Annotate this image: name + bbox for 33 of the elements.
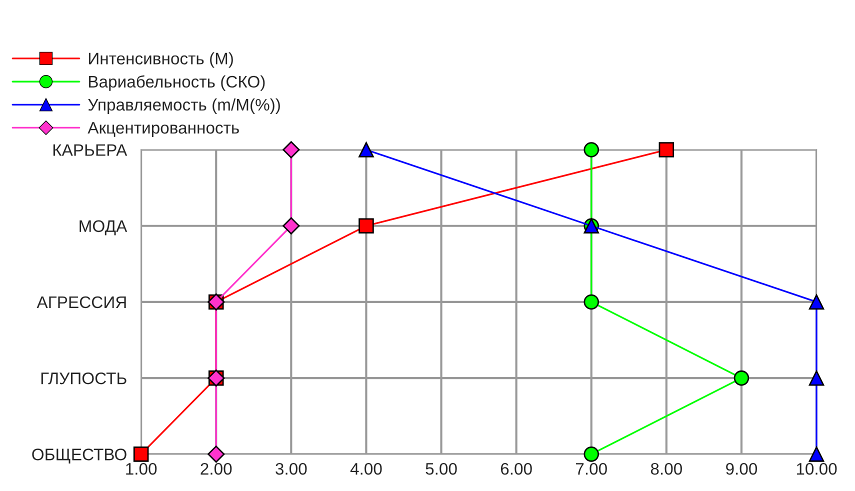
x-tick-label: 6.00 xyxy=(500,462,532,475)
x-tick-label: 7.00 xyxy=(576,462,607,475)
x-tick-label: 5.00 xyxy=(426,462,457,475)
point xyxy=(584,294,600,310)
y-tick-label: ГЛУПОСТЬ xyxy=(41,372,126,384)
point xyxy=(358,142,374,158)
point xyxy=(208,446,225,463)
y-tick-label: АГРЕССИЯ xyxy=(36,296,126,308)
point xyxy=(282,217,300,234)
x-tick-label: 2.00 xyxy=(200,462,232,475)
x-tick-label: 4.00 xyxy=(350,462,382,475)
legend-label: Акцентированность xyxy=(88,122,239,137)
y-tick-label: ОБЩЕСТВО xyxy=(32,448,126,464)
point xyxy=(734,370,750,386)
point xyxy=(358,218,374,234)
x-tick-label: 9.00 xyxy=(726,462,758,475)
x-tick-label: 10.00 xyxy=(796,462,837,475)
point xyxy=(658,142,674,158)
x-tick-label: 3.00 xyxy=(276,462,307,475)
legend-label: Вариабельность (СКО) xyxy=(89,75,265,91)
y-tick-label: МОДА xyxy=(80,220,128,236)
point xyxy=(282,141,300,158)
legend-label: Интенсивность (M) xyxy=(89,52,233,68)
point xyxy=(808,370,824,386)
x-tick-label: 8.00 xyxy=(650,462,682,475)
y-tick-label: КАРЬЕРА xyxy=(53,144,128,156)
point xyxy=(808,294,824,310)
legend-label: Управляемость (m/M(%)) xyxy=(88,98,280,114)
point xyxy=(133,446,149,462)
x-tick-label: 1.00 xyxy=(126,462,157,475)
point xyxy=(584,142,600,158)
point xyxy=(808,446,824,462)
point xyxy=(584,446,600,462)
